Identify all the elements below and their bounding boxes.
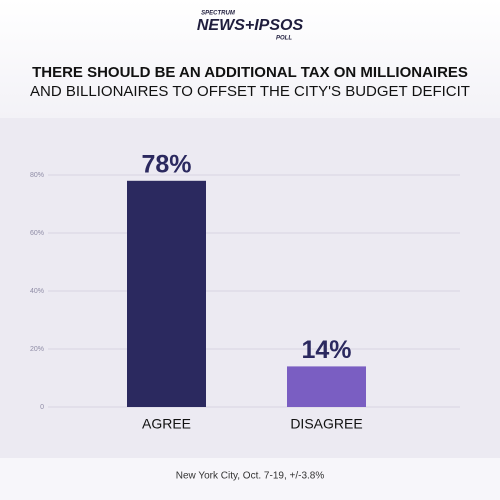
bar bbox=[287, 366, 366, 407]
footnote: New York City, Oct. 7-19, +/-3.8% bbox=[176, 471, 325, 482]
y-tick-label: 80% bbox=[30, 172, 44, 179]
header-band bbox=[0, 0, 500, 118]
y-tick-label: 20% bbox=[30, 346, 44, 353]
bar bbox=[127, 180, 206, 407]
y-tick-label: 40% bbox=[30, 288, 44, 295]
x-tick-label: DISAGREE bbox=[290, 416, 362, 432]
value-label: 14% bbox=[301, 336, 351, 364]
title-line: THERE SHOULD BE AN ADDITIONAL TAX ON MIL… bbox=[32, 64, 468, 81]
logo-main: NEWS+IPSOS bbox=[197, 17, 304, 34]
x-tick-label: AGREE bbox=[142, 416, 191, 432]
logo-bottom: POLL bbox=[276, 36, 292, 42]
value-label: 78% bbox=[141, 150, 191, 178]
title-line: AND BILLIONAIRES TO OFFSET THE CITY'S BU… bbox=[30, 83, 470, 100]
logo-top: SPECTRUM bbox=[201, 11, 236, 17]
footer-band bbox=[0, 458, 500, 500]
y-tick-label: 60% bbox=[30, 230, 44, 237]
y-tick-label: 0 bbox=[40, 404, 44, 411]
